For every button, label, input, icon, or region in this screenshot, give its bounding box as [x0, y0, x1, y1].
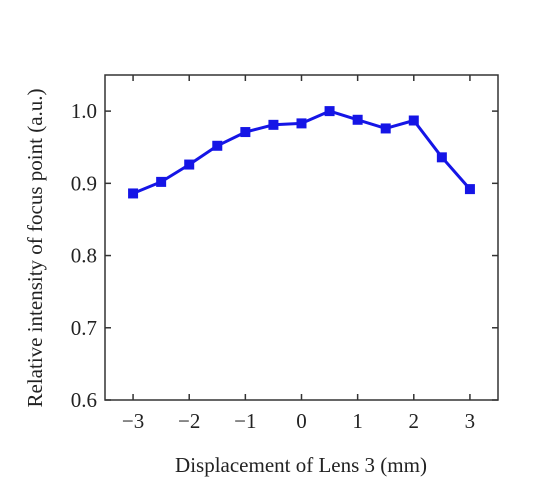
x-tick-label: 3 — [465, 409, 476, 433]
data-point — [464, 184, 475, 195]
x-tick-label: 1 — [352, 409, 363, 433]
data-point — [408, 115, 419, 126]
data-point — [296, 118, 307, 129]
y-tick-label: 0.8 — [71, 244, 97, 268]
data-point — [268, 119, 279, 130]
x-axis-title: Displacement of Lens 3 (mm) — [175, 453, 427, 477]
data-point — [352, 114, 363, 125]
data-point — [240, 127, 251, 138]
y-tick-label: 0.6 — [71, 388, 97, 412]
data-point — [184, 159, 195, 170]
x-tick-label: −2 — [178, 409, 200, 433]
data-point — [212, 140, 223, 151]
y-tick-label: 0.7 — [71, 316, 97, 340]
data-point — [380, 123, 391, 134]
data-point — [128, 188, 139, 199]
x-tick-label: −3 — [122, 409, 144, 433]
data-point — [156, 176, 167, 187]
data-point — [324, 106, 335, 117]
x-tick-label: 2 — [409, 409, 420, 433]
data-point — [436, 152, 447, 163]
y-axis-title: Relative intensity of focus point (a.u.) — [23, 88, 47, 407]
x-tick-label: −1 — [234, 409, 256, 433]
y-tick-label: 0.9 — [71, 171, 97, 195]
y-tick-label: 1.0 — [71, 99, 97, 123]
x-tick-label: 0 — [296, 409, 307, 433]
